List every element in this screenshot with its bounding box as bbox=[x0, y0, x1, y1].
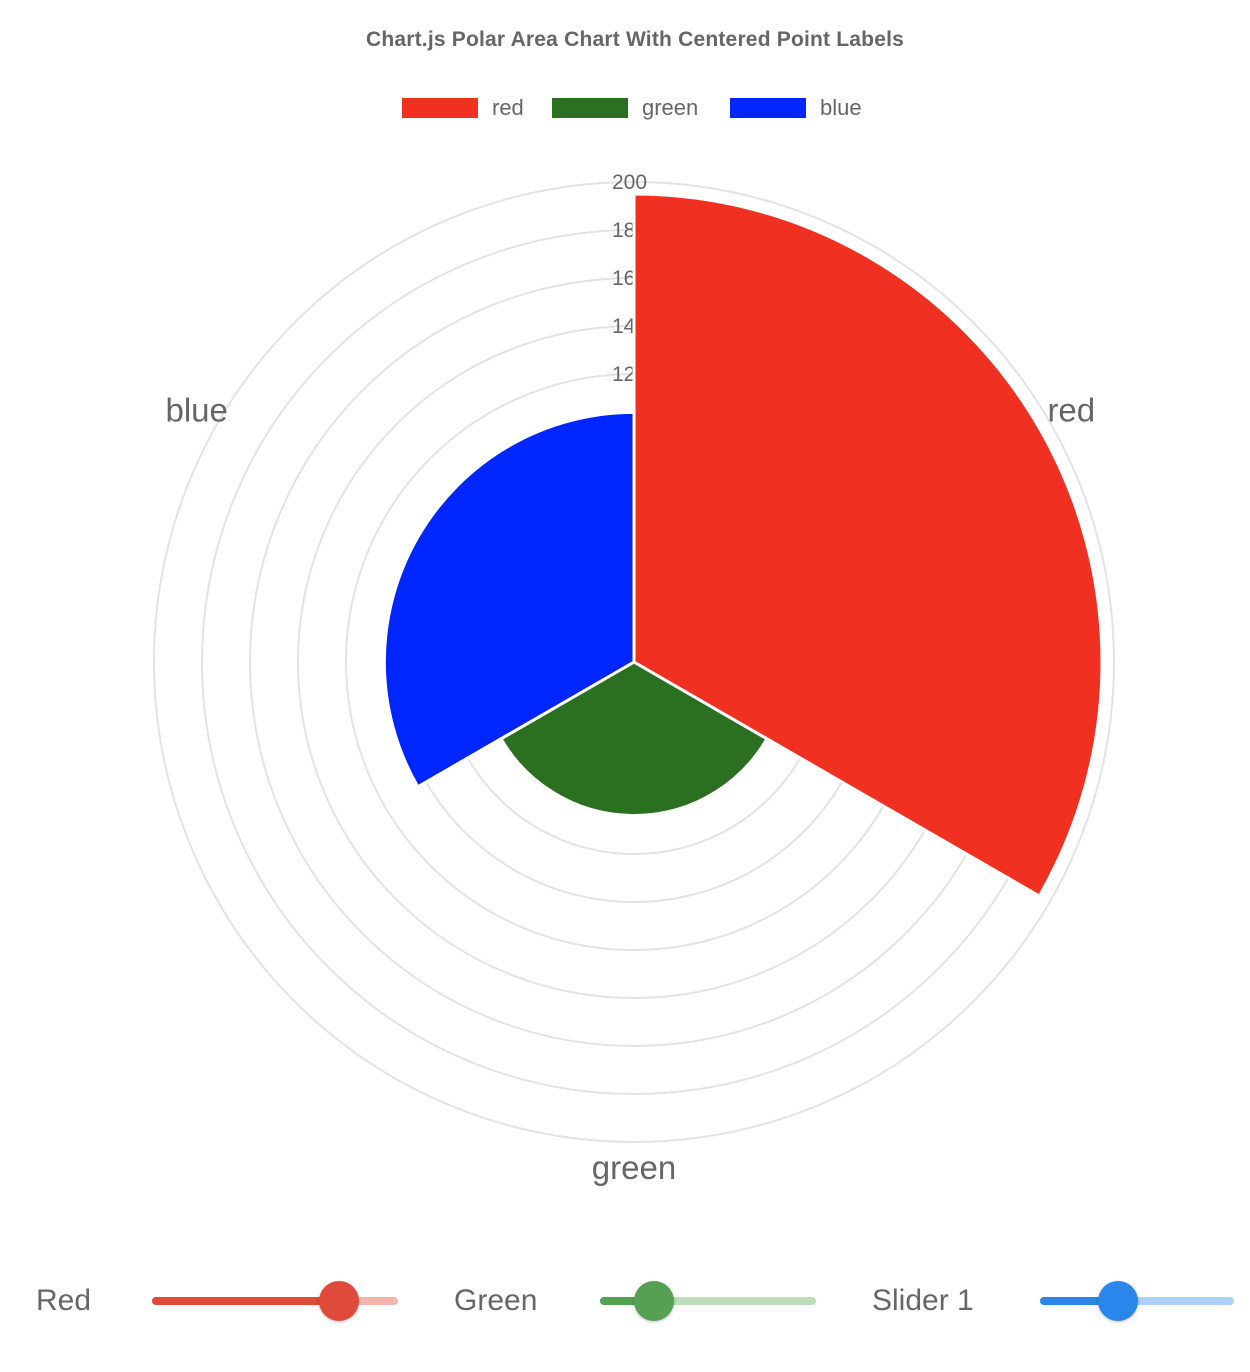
slider-1-label: Slider 1 bbox=[872, 1284, 974, 1317]
green-slider-fill bbox=[600, 1297, 654, 1305]
green-slider-track[interactable] bbox=[600, 1297, 816, 1305]
segment-green[interactable] bbox=[499, 660, 769, 818]
red-slider-fill bbox=[152, 1297, 339, 1305]
segment-red-overlay bbox=[632, 192, 1104, 898]
green-slider[interactable] bbox=[600, 1281, 816, 1321]
segment-blue[interactable] bbox=[382, 410, 636, 789]
legend-item-red[interactable]: red bbox=[402, 92, 532, 124]
tick-label: 16 bbox=[612, 267, 635, 290]
legend-item-green[interactable]: green bbox=[552, 92, 712, 124]
legend-item-blue[interactable]: blue bbox=[730, 92, 870, 124]
chart-title: Chart.js Polar Area Chart With Centered … bbox=[365, 28, 905, 51]
grid-ring bbox=[153, 181, 1115, 1143]
slider-1[interactable] bbox=[1040, 1281, 1234, 1321]
green-slider-label: Green bbox=[454, 1284, 538, 1317]
point-label-blue: blue bbox=[166, 392, 228, 429]
slider-1-fill bbox=[1040, 1297, 1118, 1305]
red-slider-thumb[interactable] bbox=[318, 1281, 359, 1321]
green-slider-thumb[interactable] bbox=[634, 1281, 674, 1321]
point-label-green: green bbox=[592, 1149, 676, 1186]
legend-swatch-blue bbox=[730, 98, 806, 118]
radial-tick-labels: 12 14 16 18 200 bbox=[612, 171, 1104, 898]
polar-area-chart: 12 14 16 18 200 red green blue bbox=[153, 171, 1115, 1187]
tick-label: 14 bbox=[612, 315, 636, 338]
red-slider[interactable] bbox=[152, 1281, 398, 1321]
point-labels: red green blue bbox=[166, 392, 1096, 1187]
slider-1-thumb[interactable] bbox=[1097, 1281, 1138, 1321]
legend-swatch-green bbox=[552, 98, 628, 118]
legend-label-red: red bbox=[492, 95, 524, 120]
tick-label: 12 bbox=[612, 363, 635, 386]
legend-swatch-red bbox=[402, 98, 478, 118]
tick-label: 18 bbox=[612, 219, 635, 242]
tick-label: 200 bbox=[612, 171, 647, 194]
legend-label-blue: blue bbox=[820, 95, 862, 120]
legend-label-green: green bbox=[642, 95, 699, 120]
red-slider-label: Red bbox=[36, 1284, 92, 1317]
point-label-red: red bbox=[1047, 392, 1095, 429]
